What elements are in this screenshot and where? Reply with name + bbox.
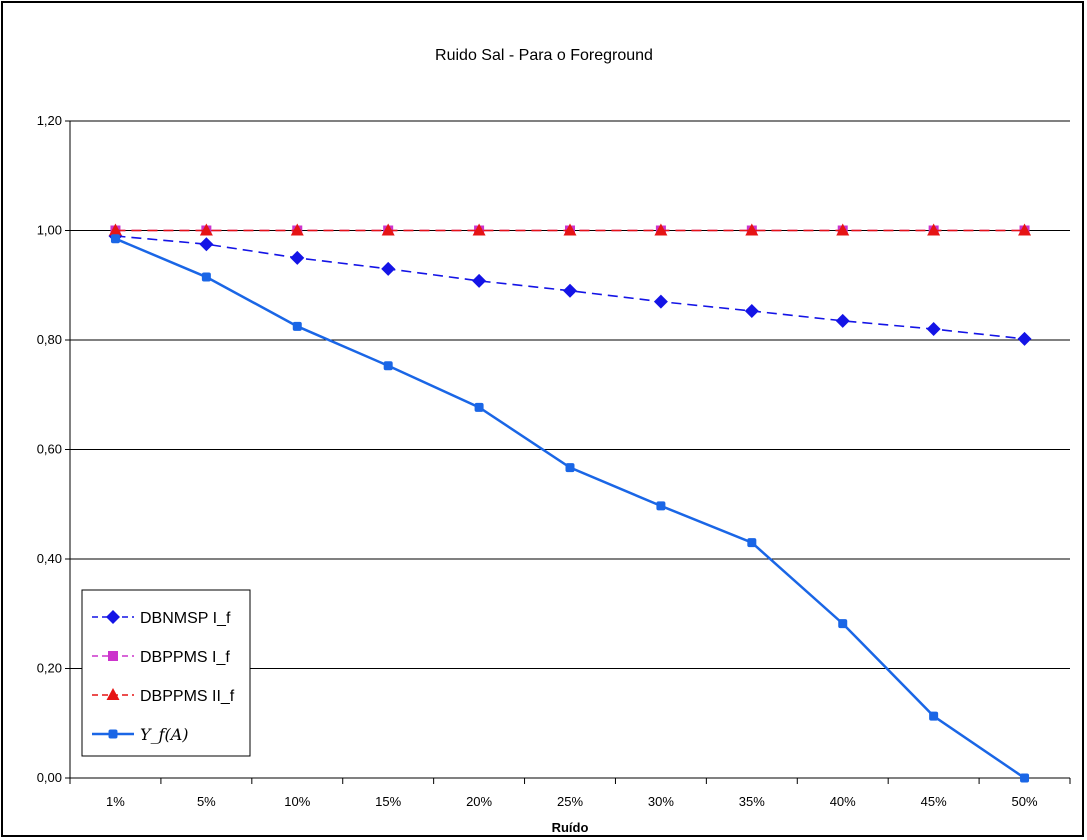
- legend-label: Υ_f(A): [140, 725, 189, 744]
- x-tick-label: 25%: [557, 794, 583, 809]
- grid-lines: [70, 120, 1070, 669]
- series-line: [114, 237, 1026, 780]
- y-tick-label: 1,00: [37, 223, 62, 238]
- data-point: [563, 283, 577, 298]
- legend-swatch-marker: [108, 729, 118, 739]
- x-tick-labels: 1% 5% 10% 15% 20% 25% 30% 35% 40% 45% 50%: [106, 794, 1038, 809]
- data-point: [199, 223, 213, 236]
- data-point: [381, 261, 396, 276]
- data-point: [653, 294, 668, 309]
- data-point: [927, 223, 941, 236]
- y-tick-label: 0,40: [37, 551, 62, 566]
- data-point: [290, 223, 304, 236]
- series-4: [110, 234, 1030, 783]
- data-point: [474, 402, 484, 412]
- y-tick-label: 0,60: [37, 442, 62, 457]
- legend-swatch-marker: [106, 610, 120, 624]
- x-tick-label: 5%: [197, 794, 216, 809]
- y-tick-label: 0,00: [37, 770, 62, 785]
- x-axis-label: Ruído: [552, 820, 589, 835]
- legend-swatch-marker: [108, 651, 118, 661]
- x-tick-label: 50%: [1012, 794, 1038, 809]
- data-point: [656, 501, 666, 511]
- data-point: [838, 619, 848, 629]
- data-point: [110, 234, 120, 244]
- x-tick-label: 35%: [739, 794, 765, 809]
- x-tick-label: 20%: [466, 794, 492, 809]
- x-tick-label: 45%: [921, 794, 947, 809]
- x-tick-label: 15%: [375, 794, 401, 809]
- x-tick-label: 30%: [648, 794, 674, 809]
- data-point: [1017, 331, 1032, 346]
- legend-label: DBPPMS II_f: [140, 688, 235, 705]
- data-point: [565, 463, 575, 473]
- data-point: [1020, 773, 1030, 783]
- series-group: [108, 223, 1032, 783]
- y-tick-label: 0,20: [37, 661, 62, 676]
- legend-item: DBPPMS II_f: [92, 688, 235, 705]
- data-point: [292, 321, 302, 331]
- data-point: [929, 711, 939, 721]
- data-point: [381, 223, 395, 236]
- x-tick-label: 10%: [284, 794, 310, 809]
- data-point: [201, 272, 211, 282]
- y-tick-label: 1,20: [37, 113, 62, 128]
- legend-swatch-marker: [106, 688, 120, 700]
- data-point: [654, 223, 668, 236]
- data-point: [835, 313, 850, 328]
- series-1: [108, 228, 1032, 346]
- x-tick-label: 1%: [106, 794, 125, 809]
- data-point: [926, 322, 941, 337]
- legend-label: DBNMSP I_f: [140, 610, 231, 627]
- data-point: [744, 303, 759, 318]
- data-point: [383, 361, 393, 371]
- data-point: [108, 223, 122, 236]
- legend-item: DBPPMS I_f: [92, 649, 230, 666]
- legend-item: Υ_f(A): [92, 725, 189, 744]
- chart-title: Ruido Sal - Para o Foreground: [435, 47, 653, 64]
- series-3: [108, 223, 1032, 236]
- y-tick-labels: 0,00 0,20 0,40 0,60 0,80 1,00 1,20: [37, 113, 62, 785]
- data-point: [199, 237, 214, 252]
- data-point: [563, 223, 577, 236]
- data-point: [836, 223, 850, 236]
- data-point: [747, 538, 757, 548]
- legend-label: DBPPMS I_f: [140, 649, 230, 666]
- legend: DBNMSP I_f DBPPMS I_f DBPPMS II_f Υ_f(A): [81, 589, 251, 757]
- data-point: [745, 223, 759, 236]
- y-tick-label: 0,80: [37, 332, 62, 347]
- data-point: [472, 223, 486, 236]
- legend-item: DBNMSP I_f: [92, 610, 231, 627]
- data-point: [472, 273, 487, 288]
- data-point: [290, 250, 305, 265]
- data-point: [1018, 223, 1032, 236]
- x-tick-label: 40%: [830, 794, 856, 809]
- axes: [65, 120, 1071, 784]
